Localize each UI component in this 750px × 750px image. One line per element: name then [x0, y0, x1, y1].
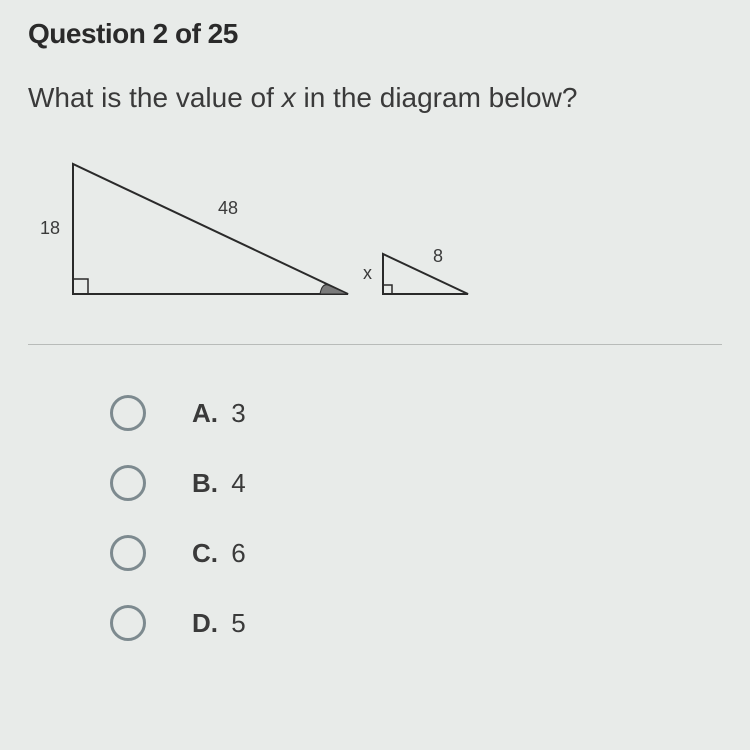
choice-label: C. 6: [192, 538, 246, 569]
choice-d[interactable]: D. 5: [110, 605, 722, 641]
triangles-diagram: 18 48 x 8: [28, 144, 508, 324]
radio-button[interactable]: [110, 605, 146, 641]
choice-c[interactable]: C. 6: [110, 535, 722, 571]
question-container: Question 2 of 25 What is the value of x …: [0, 0, 750, 693]
question-prompt: What is the value of x in the diagram be…: [28, 82, 722, 114]
diagram-area: 18 48 x 8: [28, 144, 722, 334]
answer-choices: A. 3 B. 4 C. 6 D. 5: [28, 395, 722, 641]
radio-button[interactable]: [110, 465, 146, 501]
choice-letter: C.: [192, 538, 218, 568]
choice-a[interactable]: A. 3: [110, 395, 722, 431]
prompt-variable: x: [282, 82, 296, 113]
svg-text:8: 8: [433, 246, 443, 266]
question-number-header: Question 2 of 25: [28, 18, 722, 50]
choice-letter: A.: [192, 398, 218, 428]
choice-b[interactable]: B. 4: [110, 465, 722, 501]
choice-value: 6: [224, 538, 246, 568]
choice-value: 4: [224, 468, 246, 498]
section-divider: [28, 344, 722, 345]
svg-text:48: 48: [218, 198, 238, 218]
choice-label: A. 3: [192, 398, 246, 429]
choice-label: B. 4: [192, 468, 246, 499]
radio-button[interactable]: [110, 535, 146, 571]
prompt-suffix: in the diagram below?: [296, 82, 578, 113]
choice-value: 5: [224, 608, 246, 638]
svg-text:18: 18: [40, 218, 60, 238]
choice-label: D. 5: [192, 608, 246, 639]
prompt-prefix: What is the value of: [28, 82, 282, 113]
svg-text:x: x: [363, 263, 372, 283]
choice-letter: D.: [192, 608, 218, 638]
radio-button[interactable]: [110, 395, 146, 431]
choice-letter: B.: [192, 468, 218, 498]
choice-value: 3: [224, 398, 246, 428]
